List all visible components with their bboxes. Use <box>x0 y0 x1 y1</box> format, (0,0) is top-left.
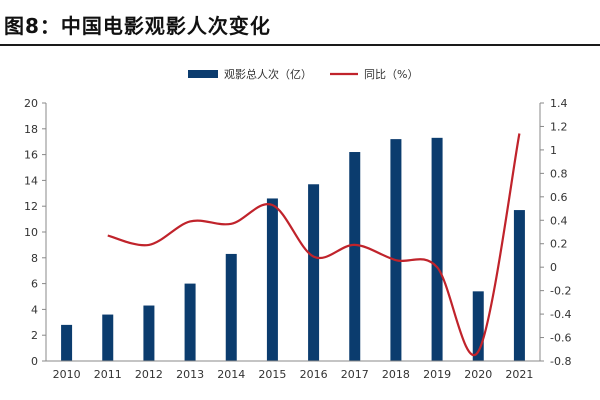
right-tick-label: -0.2 <box>550 285 571 298</box>
bar <box>266 198 278 361</box>
x-tick-label: 2016 <box>300 368 328 381</box>
x-tick-label: 2018 <box>382 368 410 381</box>
left-tick-label: 2 <box>31 329 38 342</box>
bar <box>472 291 484 361</box>
right-tick-label: 0.8 <box>550 167 568 180</box>
left-tick-label: 8 <box>31 252 38 265</box>
legend-label-bar: 观影总人次（亿） <box>224 67 312 81</box>
left-tick-label: 6 <box>31 278 38 291</box>
x-tick-label: 2015 <box>258 368 286 381</box>
x-tick-label: 2017 <box>341 368 369 381</box>
right-tick-label: 1.2 <box>550 120 568 133</box>
x-tick-label: 2013 <box>176 368 204 381</box>
bar <box>102 314 114 361</box>
x-axis: 2010 2011 2012 2013 2014 2015 2016 2017 2018 2019… <box>46 360 540 381</box>
right-tick-label: 0 <box>550 261 557 274</box>
bar <box>349 152 361 361</box>
title-divider <box>0 44 600 46</box>
x-tick-label: 2011 <box>94 368 122 381</box>
left-tick-label: 20 <box>24 97 38 110</box>
right-tick-label: 1.4 <box>550 97 568 110</box>
bar <box>184 283 196 361</box>
left-tick-label: 18 <box>24 123 38 136</box>
legend-swatch-bar <box>188 70 218 78</box>
bar <box>513 210 525 361</box>
right-tick-label: 1 <box>550 144 557 157</box>
series-line <box>107 133 521 357</box>
x-tick-label: 2010 <box>53 368 81 381</box>
bar-series <box>61 137 525 361</box>
left-tick-label: 4 <box>31 303 38 316</box>
left-tick-label: 10 <box>24 226 38 239</box>
right-tick-label: 0.4 <box>550 214 568 227</box>
x-tick-label: 2014 <box>217 368 245 381</box>
line-series <box>107 133 521 357</box>
bar <box>61 324 73 361</box>
bar <box>143 305 155 361</box>
right-tick-label: 0.2 <box>550 238 568 251</box>
figure-title: 图8：中国电影观影人次变化 <box>4 14 271 38</box>
left-tick-label: 12 <box>24 200 38 213</box>
left-tick-label: 14 <box>24 174 38 187</box>
legend-label-line: 同比（%） <box>364 68 418 81</box>
legend: 观影总人次（亿） 同比（%） <box>188 67 418 81</box>
x-tick-label: 2021 <box>505 368 533 381</box>
x-tick-label: 2012 <box>135 368 163 381</box>
right-tick-label: -0.8 <box>550 355 571 368</box>
left-tick-label: 16 <box>24 149 38 162</box>
bar <box>390 139 402 361</box>
bar <box>225 253 237 361</box>
right-tick-label: -0.6 <box>550 332 571 345</box>
left-y-axis: 0 2 4 6 8 10 12 14 16 18 20 <box>24 97 47 368</box>
right-tick-label: 0.6 <box>550 191 568 204</box>
right-y-axis: -0.8 -0.6 -0.4 -0.2 0 0.2 0.4 0.6 0.8 1 1.2 1.4 <box>539 97 571 368</box>
right-tick-label: -0.4 <box>550 308 571 321</box>
bar <box>431 137 443 361</box>
x-tick-label: 2020 <box>464 368 492 381</box>
left-tick-label: 0 <box>31 355 38 368</box>
bar <box>308 184 320 361</box>
x-tick-label: 2019 <box>423 368 451 381</box>
